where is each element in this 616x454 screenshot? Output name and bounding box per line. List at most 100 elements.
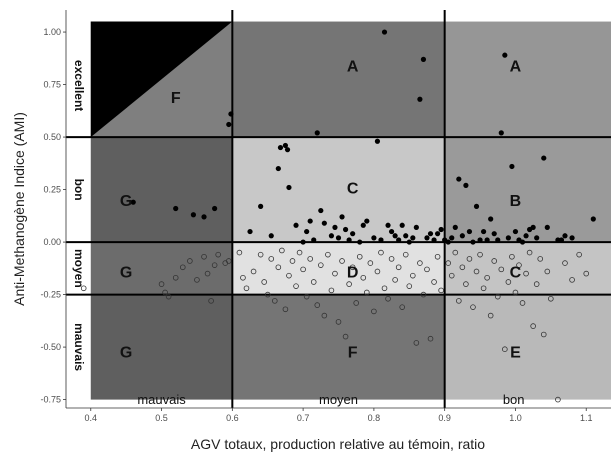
data-point [466, 228, 473, 235]
data-point [381, 285, 388, 292]
data-point [396, 237, 402, 243]
data-point [296, 249, 303, 256]
data-point [339, 214, 345, 220]
y-tick-label: 0.75 [43, 80, 61, 90]
data-point [277, 144, 284, 151]
data-point [459, 233, 465, 239]
data-point [211, 262, 218, 268]
zone-g-region [90, 137, 233, 243]
data-point [427, 231, 434, 237]
data-point [491, 231, 497, 237]
data-point [392, 233, 398, 239]
data-point [364, 218, 370, 224]
data-point [360, 222, 366, 228]
data-point [395, 264, 402, 271]
data-point [410, 272, 416, 279]
data-point [374, 138, 381, 144]
data-point [434, 231, 441, 237]
data-point [569, 235, 575, 241]
x-category-label: mauvais [137, 392, 186, 407]
data-point [413, 224, 419, 230]
data-point [498, 130, 504, 136]
data-point [526, 249, 533, 256]
x-tick-label: 1.0 [509, 413, 522, 423]
data-point [555, 396, 561, 403]
data-point [247, 228, 253, 235]
data-point [194, 277, 200, 283]
data-point [491, 258, 498, 264]
x-tick-label: 0.7 [297, 413, 310, 423]
data-point [519, 239, 526, 245]
data-point [495, 237, 501, 243]
data-point [480, 228, 487, 235]
data-point [328, 233, 335, 239]
zone-letter-layer: F A A G C B G D C G F E [120, 59, 522, 362]
data-point [445, 260, 452, 266]
zone-label-g: G [120, 264, 132, 281]
data-point [271, 298, 278, 304]
y-tick-label: 0.25 [43, 185, 61, 195]
data-point [512, 289, 519, 296]
data-point [533, 281, 540, 287]
zone-label-c: C [347, 180, 359, 197]
data-point [399, 304, 406, 310]
data-point [548, 295, 554, 302]
data-point [335, 235, 342, 241]
data-point [304, 228, 310, 235]
zone-label-a: A [510, 59, 522, 76]
y-tick-label: 1.00 [43, 27, 61, 37]
data-point [286, 272, 292, 279]
y-tick-label: -0.75 [40, 395, 61, 405]
y-tick-layer: -0.75 -0.50 -0.25 0.00 0.25 0.50 0.75 1.00 [40, 27, 66, 405]
y-tick-label: 0.50 [43, 132, 61, 142]
data-point [498, 266, 505, 273]
zone-label-g: G [120, 344, 132, 361]
data-point [420, 291, 427, 298]
data-point [314, 302, 321, 308]
data-point [225, 258, 232, 264]
data-point [328, 287, 335, 294]
data-point [314, 130, 320, 136]
zone-d-region [232, 242, 445, 295]
data-point [378, 237, 384, 243]
data-point [452, 249, 459, 256]
y-category-label: moyen [72, 249, 86, 288]
y-axis-title: Anti-Methanogène Indice (AMI) [11, 112, 27, 306]
zone-label-f: F [348, 344, 358, 361]
zone-a-region [232, 21, 445, 138]
data-point [505, 235, 511, 241]
data-point [530, 224, 536, 230]
data-point [537, 256, 544, 262]
data-point [130, 199, 136, 205]
data-point [516, 262, 522, 268]
data-point [208, 298, 214, 304]
data-point [519, 300, 526, 306]
data-point [321, 312, 328, 319]
data-point [509, 253, 515, 260]
data-point [165, 293, 172, 300]
data-point [473, 268, 480, 275]
data-point [470, 239, 476, 245]
data-point [540, 331, 547, 338]
x-category-label: bon [503, 392, 525, 407]
data-point [293, 222, 299, 228]
data-point [448, 272, 455, 279]
x-category-label: moyen [319, 392, 358, 407]
data-point [417, 96, 423, 102]
y-category-label: mauvais [72, 323, 86, 371]
data-point [371, 235, 377, 241]
data-point [325, 251, 331, 258]
data-point [459, 264, 466, 271]
data-point [530, 323, 536, 329]
zone-b-region [444, 137, 611, 243]
data-point [488, 216, 494, 222]
zone-g-region [90, 294, 233, 400]
data-point [364, 289, 370, 296]
data-point [403, 233, 409, 239]
y-tick-label: 0.00 [43, 237, 61, 247]
data-point [509, 163, 515, 170]
y-tick-label: -0.50 [40, 342, 61, 352]
zone-label-d: D [347, 264, 359, 281]
data-point [257, 251, 264, 258]
